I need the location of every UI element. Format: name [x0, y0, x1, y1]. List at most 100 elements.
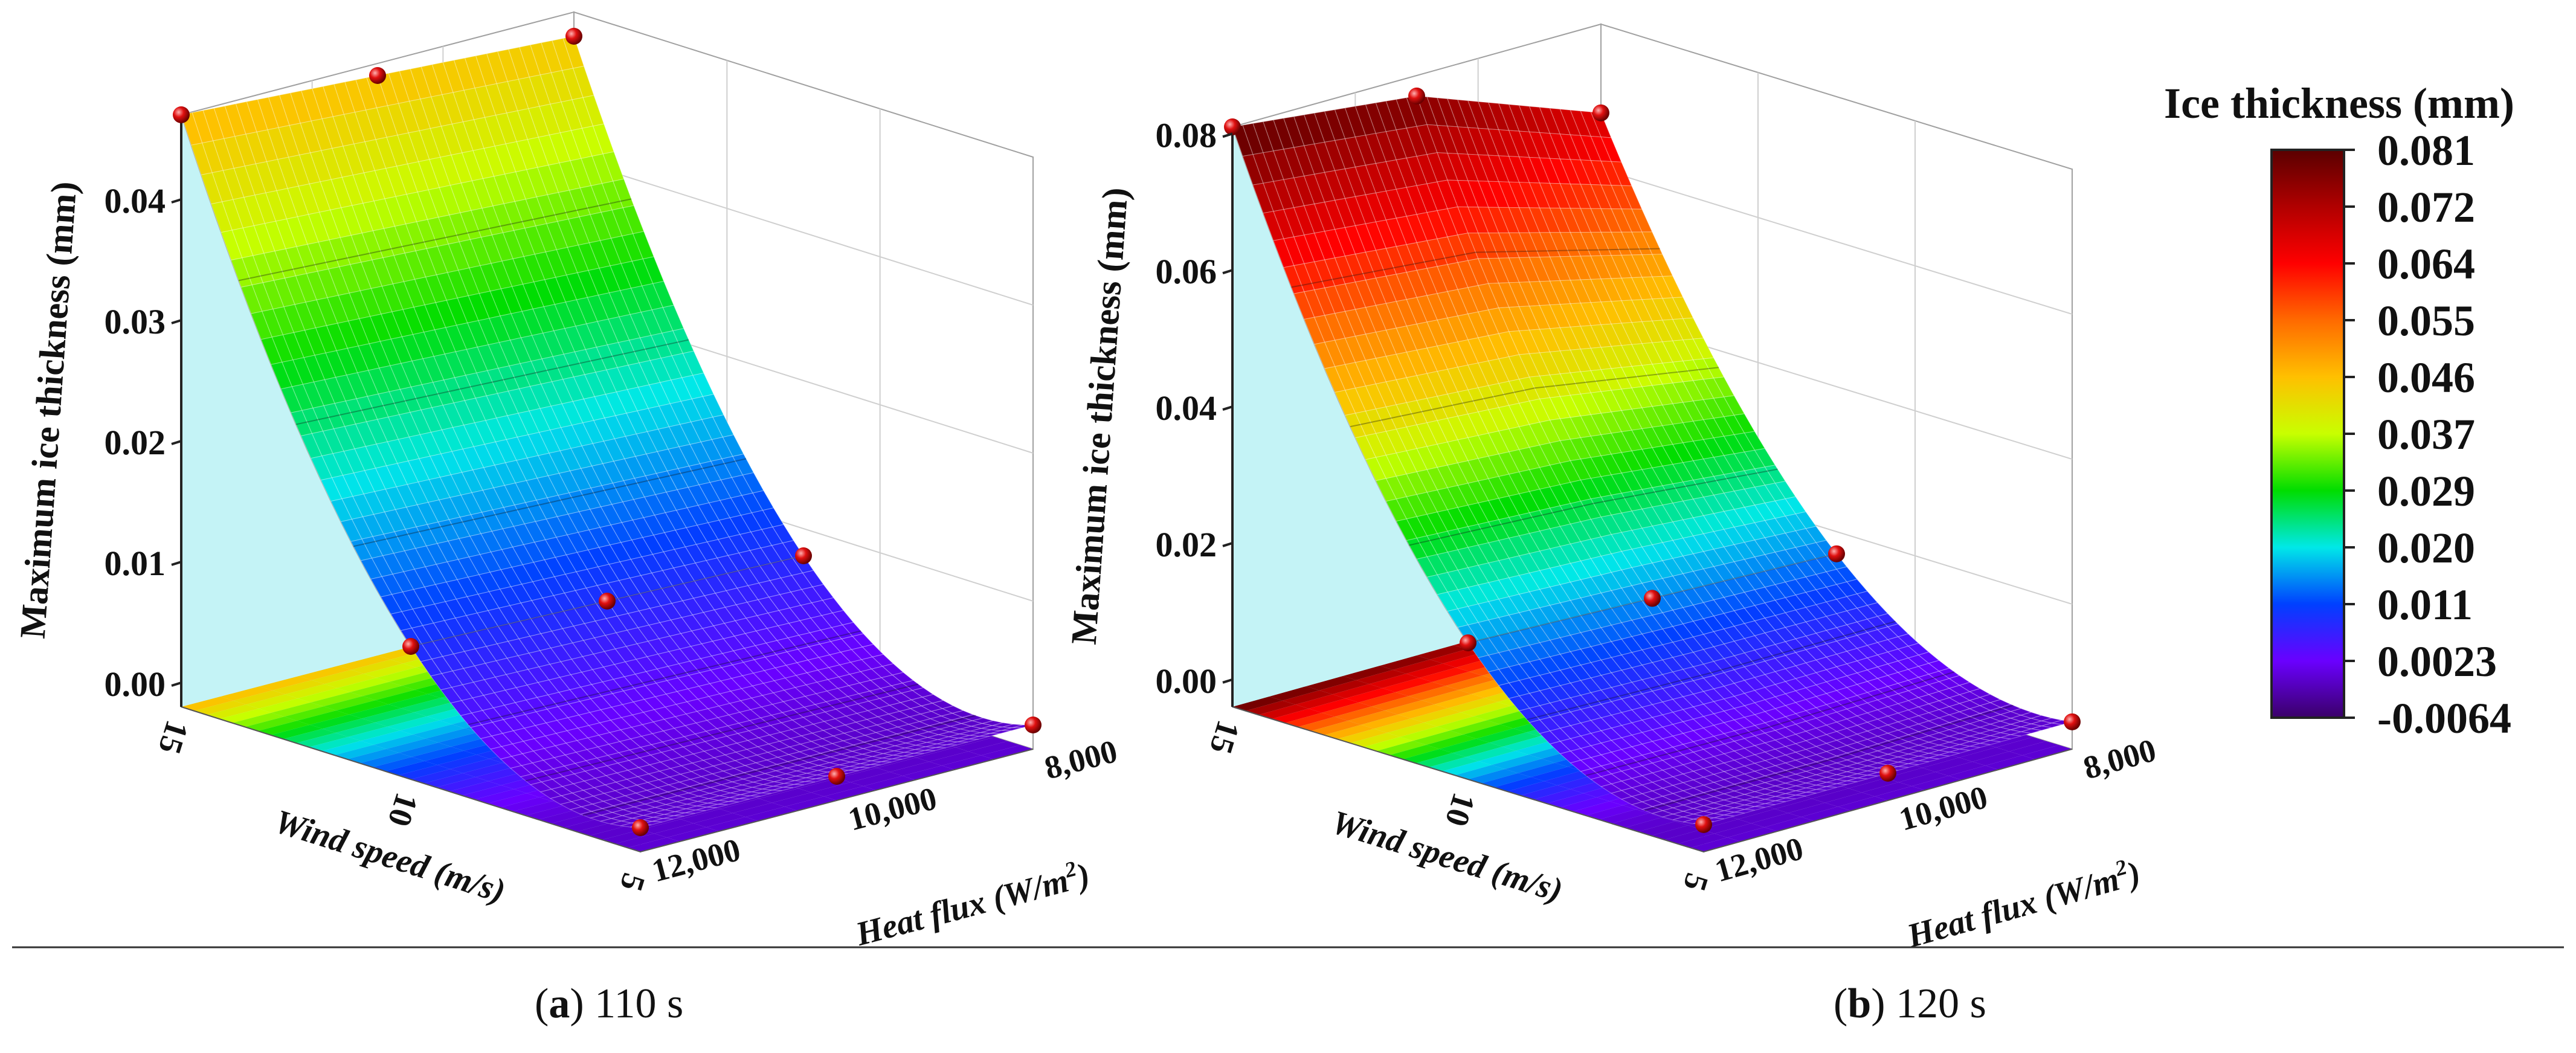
floor-cell — [1382, 678, 1432, 692]
floor-cell — [438, 732, 491, 747]
floor-cell — [1507, 781, 1557, 796]
floor-cell — [411, 769, 463, 784]
floor-cell — [1788, 802, 1838, 817]
surface — [181, 36, 1034, 828]
floor-cell — [1972, 751, 2023, 766]
floor-cell — [1764, 817, 1814, 831]
floor-cell — [334, 745, 387, 759]
floor-cell — [364, 663, 416, 678]
z-tick-mark — [1222, 132, 1233, 138]
floor-cell — [1492, 755, 1542, 769]
floor-cell — [1358, 692, 1409, 707]
floor-cell — [1232, 697, 1283, 711]
floor-cell — [283, 729, 335, 743]
floor-cell — [437, 755, 489, 769]
floor-cell — [1350, 733, 1400, 747]
surface-cell — [2031, 726, 2052, 731]
data-point — [1224, 118, 1241, 135]
floor-cell — [245, 716, 297, 731]
surface-contour — [582, 715, 976, 816]
x-tick-label: 15 — [1203, 716, 1247, 758]
floor-cell — [450, 759, 503, 773]
floor-cell — [425, 728, 478, 743]
floor-cell — [784, 796, 837, 811]
surface-cell — [1724, 811, 1745, 817]
floor-cell — [1432, 671, 1483, 686]
floor-cell — [589, 825, 642, 840]
floor-cell — [270, 724, 323, 739]
floor-cell — [436, 777, 489, 791]
floor-cell — [902, 765, 955, 780]
z-axis-label: Maximum ice thickness (mm) — [13, 180, 85, 640]
floor-cell — [463, 762, 515, 778]
floor-cell — [375, 712, 427, 727]
floor-cell — [1835, 774, 1885, 788]
z-tick-mark — [171, 198, 182, 204]
floor-cell — [285, 684, 338, 698]
floor-cell — [1450, 720, 1500, 735]
floor-cell — [1762, 794, 1812, 809]
floor-cell — [732, 802, 785, 817]
floor-cell — [1505, 759, 1555, 773]
y-tick-label: 8,000 — [2079, 732, 2160, 786]
surface-contour — [295, 339, 689, 425]
floor-cell — [1625, 817, 1675, 832]
floor-cell — [1725, 805, 1775, 819]
floor-cell — [916, 747, 968, 762]
floor-cell — [1422, 690, 1472, 704]
floor-cell — [1415, 753, 1466, 767]
floor-cell — [309, 736, 361, 752]
surface-cell — [739, 795, 761, 800]
floor-cell — [1727, 827, 1777, 842]
z-tick-label: 0.03 — [105, 302, 166, 341]
floor-cell — [889, 761, 942, 776]
colorbar-tick-label: 0.0023 — [2377, 637, 2497, 686]
floor-cell — [309, 714, 362, 729]
data-point — [632, 819, 649, 836]
floor-cell — [1481, 773, 1531, 788]
floor-cell — [207, 704, 259, 719]
floor-cell — [1824, 792, 1875, 807]
surface-cell — [1908, 760, 1929, 765]
floor-cell — [1466, 747, 1516, 761]
data-point — [1592, 104, 1609, 121]
surface-contour — [353, 458, 747, 547]
surface-contour — [1409, 468, 1778, 546]
floor-cell — [666, 827, 719, 842]
z-tick-label: 0.00 — [105, 665, 166, 704]
floor-cell — [1429, 649, 1480, 664]
surface-contour — [1527, 620, 1896, 721]
floor-cell — [526, 805, 578, 820]
floor-cell — [1520, 785, 1571, 800]
floor-cell — [257, 721, 310, 735]
floor-cell — [1751, 813, 1802, 828]
surface-cell — [728, 798, 750, 803]
floor-cell — [1269, 686, 1319, 701]
floor-cell — [1369, 674, 1419, 688]
floor-cell — [284, 706, 336, 721]
surface-cell — [674, 812, 695, 817]
floor-cell — [400, 720, 452, 735]
floor-cell — [759, 788, 811, 803]
floor-cell — [423, 773, 476, 788]
floor-cell — [1559, 797, 1610, 812]
floor-cell — [1393, 659, 1443, 674]
surface-cell — [663, 815, 684, 820]
x-tick-label: 10 — [381, 789, 425, 831]
floor-cell — [2022, 745, 2072, 759]
floor-cell — [720, 799, 772, 813]
floor-cell — [1441, 761, 1492, 776]
surface-cell — [706, 803, 728, 808]
floor-cell — [411, 747, 464, 761]
colorbar-tick-label: 0.064 — [2377, 240, 2475, 288]
z-tick-label: 0.08 — [1156, 115, 1217, 155]
data-point — [1879, 764, 1896, 782]
floor-cell — [614, 833, 667, 848]
floor-cell — [312, 669, 364, 684]
floor-cell — [246, 694, 298, 709]
floor-cell — [1387, 723, 1437, 737]
colorbar-tick-label: 0.029 — [2377, 467, 2475, 515]
floor-cell — [1476, 728, 1527, 743]
surface-contour — [525, 683, 919, 782]
floor-cell — [680, 809, 733, 823]
